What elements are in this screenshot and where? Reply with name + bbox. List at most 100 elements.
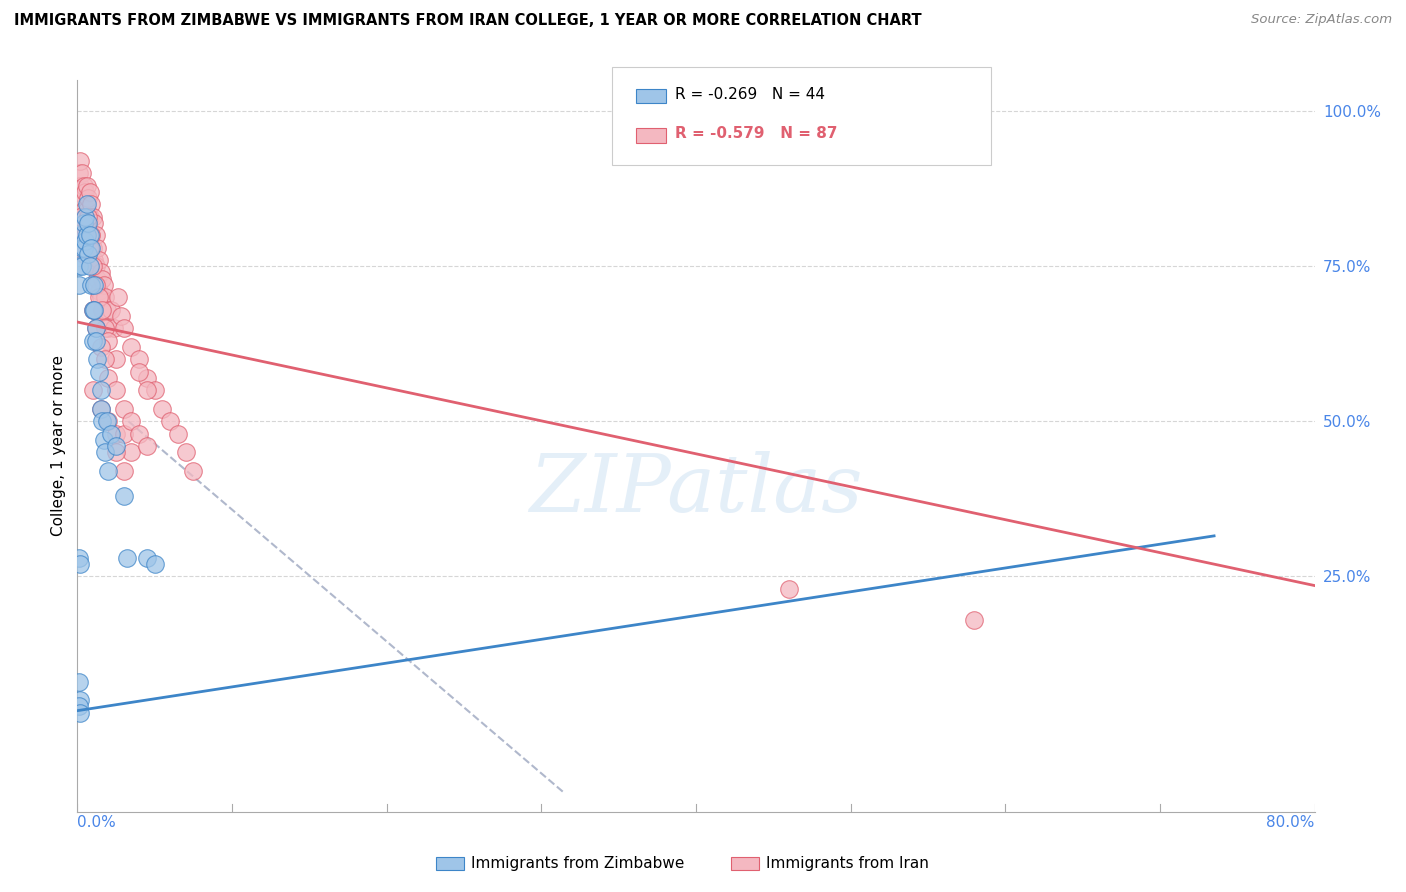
Point [105, 445, 128, 459]
Point [67, 699, 90, 714]
Point [69, 228, 91, 243]
Point [67, 277, 90, 292]
Point [86, 271, 108, 285]
Point [80, 228, 103, 243]
Point [963, 613, 986, 627]
Point [174, 445, 197, 459]
Text: Immigrants from Zimbabwe: Immigrants from Zimbabwe [471, 856, 685, 871]
Point [76, 228, 98, 243]
Y-axis label: College, 1 year or more: College, 1 year or more [51, 356, 66, 536]
Point [87, 284, 110, 298]
Point [121, 340, 143, 354]
Point [128, 365, 150, 379]
Point [82, 302, 104, 317]
Point [76, 203, 98, 218]
Text: R = -0.579   N = 87: R = -0.579 N = 87 [675, 127, 838, 141]
Point [87, 290, 110, 304]
Point [136, 383, 159, 397]
Point [67, 166, 90, 180]
Point [91, 302, 114, 317]
Point [112, 321, 135, 335]
Point [69, 693, 91, 707]
Point [115, 550, 138, 565]
Point [90, 401, 112, 416]
Point [121, 414, 143, 428]
Point [82, 302, 104, 317]
Point [112, 489, 135, 503]
Point [97, 371, 120, 385]
Point [136, 439, 159, 453]
Point [79, 228, 101, 243]
Point [84, 277, 107, 292]
Point [69, 706, 91, 720]
Point [77, 191, 100, 205]
Point [105, 383, 128, 397]
Point [70, 191, 93, 205]
Point [183, 464, 205, 478]
Point [70, 166, 93, 180]
Point [90, 401, 112, 416]
Point [79, 210, 101, 224]
Point [94, 321, 117, 335]
Point [143, 383, 166, 397]
Point [67, 550, 90, 565]
Point [75, 185, 96, 199]
Point [82, 383, 104, 397]
Point [67, 259, 90, 273]
Point [87, 365, 110, 379]
Point [77, 216, 100, 230]
Point [70, 228, 93, 243]
Point [105, 426, 128, 441]
Point [86, 241, 108, 255]
Text: ZIPatlas: ZIPatlas [529, 451, 863, 529]
Point [90, 383, 112, 397]
Point [91, 414, 114, 428]
Point [97, 334, 120, 348]
Point [75, 228, 96, 243]
Point [83, 302, 105, 317]
Point [75, 210, 96, 224]
Point [90, 290, 112, 304]
Point [70, 259, 93, 273]
Point [79, 185, 101, 199]
Point [94, 445, 117, 459]
Point [112, 464, 135, 478]
Text: Immigrants from Iran: Immigrants from Iran [766, 856, 929, 871]
Point [167, 426, 190, 441]
Text: IMMIGRANTS FROM ZIMBABWE VS IMMIGRANTS FROM IRAN COLLEGE, 1 YEAR OR MORE CORRELA: IMMIGRANTS FROM ZIMBABWE VS IMMIGRANTS F… [14, 13, 922, 29]
Point [112, 401, 135, 416]
Point [72, 178, 94, 193]
Point [69, 153, 91, 168]
Point [82, 241, 104, 255]
Point [136, 371, 159, 385]
Point [82, 334, 104, 348]
Text: R = -0.269   N = 44: R = -0.269 N = 44 [675, 87, 825, 102]
Point [75, 235, 96, 249]
Point [94, 290, 117, 304]
Point [143, 557, 166, 571]
Point [84, 259, 107, 273]
Point [84, 321, 107, 335]
Point [103, 321, 125, 335]
Point [72, 241, 94, 255]
Point [97, 464, 120, 478]
Point [79, 259, 101, 273]
Point [80, 277, 103, 292]
Point [83, 216, 105, 230]
Point [100, 426, 122, 441]
Point [72, 247, 94, 261]
Point [97, 414, 120, 428]
Point [90, 265, 112, 279]
Point [80, 241, 103, 255]
Point [82, 210, 104, 224]
Point [110, 309, 132, 323]
Point [77, 210, 100, 224]
Point [72, 203, 94, 218]
Point [82, 259, 104, 273]
Point [76, 197, 98, 211]
Point [77, 247, 100, 261]
Point [778, 582, 800, 596]
Point [84, 228, 107, 243]
Point [75, 210, 96, 224]
Point [69, 178, 91, 193]
